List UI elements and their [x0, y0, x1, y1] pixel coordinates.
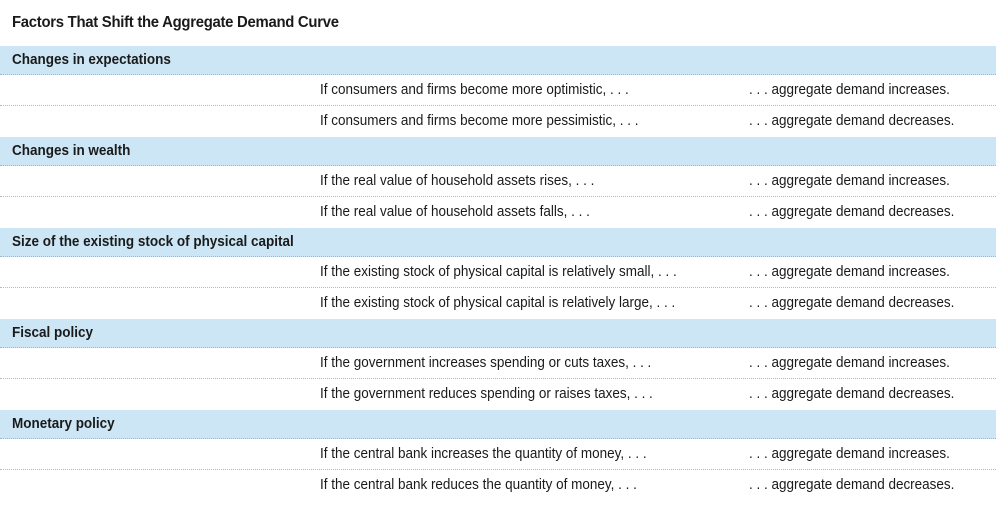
table-row: If the government increases spending or …: [0, 348, 996, 379]
effect-cell: . . . aggregate demand decreases.: [749, 295, 955, 311]
page-title: Factors That Shift the Aggregate Demand …: [12, 14, 339, 31]
section-heading: Changes in expectations: [12, 52, 171, 68]
effect-cell: . . . aggregate demand increases.: [749, 355, 950, 371]
condition-cell: If the real value of household assets fa…: [320, 204, 590, 220]
condition-cell: If the government increases spending or …: [320, 355, 652, 371]
section-header-wealth: Changes in wealth: [0, 137, 996, 166]
effect-cell: . . . aggregate demand decreases.: [749, 204, 955, 220]
section-heading: Fiscal policy: [12, 325, 93, 341]
table-row: If the government reduces spending or ra…: [0, 379, 996, 410]
factors-table: Changes in expectations If consumers and…: [0, 46, 996, 501]
condition-cell: If the existing stock of physical capita…: [320, 264, 677, 280]
table-row: If consumers and firms become more optim…: [0, 75, 996, 106]
table-row: If the existing stock of physical capita…: [0, 257, 996, 288]
table-row: If the real value of household assets fa…: [0, 197, 996, 228]
effect-cell: . . . aggregate demand increases.: [749, 446, 950, 462]
condition-cell: If consumers and firms become more optim…: [320, 82, 629, 98]
section-header-fiscal-policy: Fiscal policy: [0, 319, 996, 348]
section-header-physical-capital: Size of the existing stock of physical c…: [0, 228, 996, 257]
section-heading: Monetary policy: [12, 416, 115, 432]
table-row: If the central bank reduces the quantity…: [0, 470, 996, 501]
section-heading: Changes in wealth: [12, 143, 131, 159]
condition-cell: If consumers and firms become more pessi…: [320, 113, 639, 129]
table-row: If the real value of household assets ri…: [0, 166, 996, 197]
table-row: If consumers and firms become more pessi…: [0, 106, 996, 137]
table-row: If the existing stock of physical capita…: [0, 288, 996, 319]
condition-cell: If the government reduces spending or ra…: [320, 386, 653, 402]
effect-cell: . . . aggregate demand decreases.: [749, 477, 955, 493]
section-header-expectations: Changes in expectations: [0, 46, 996, 75]
condition-cell: If the real value of household assets ri…: [320, 173, 595, 189]
condition-cell: If the central bank reduces the quantity…: [320, 477, 637, 493]
effect-cell: . . . aggregate demand decreases.: [749, 113, 955, 129]
section-heading: Size of the existing stock of physical c…: [12, 234, 294, 250]
effect-cell: . . . aggregate demand increases.: [749, 82, 950, 98]
table-row: If the central bank increases the quanti…: [0, 439, 996, 470]
effect-cell: . . . aggregate demand decreases.: [749, 386, 955, 402]
condition-cell: If the existing stock of physical capita…: [320, 295, 676, 311]
effect-cell: . . . aggregate demand increases.: [749, 264, 950, 280]
condition-cell: If the central bank increases the quanti…: [320, 446, 647, 462]
effect-cell: . . . aggregate demand increases.: [749, 173, 950, 189]
section-header-monetary-policy: Monetary policy: [0, 410, 996, 439]
